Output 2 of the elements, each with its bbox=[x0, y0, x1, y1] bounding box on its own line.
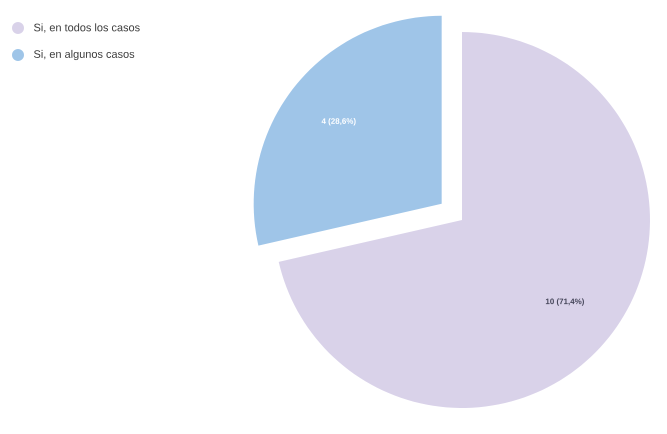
legend-label: Si, en todos los casos bbox=[34, 23, 140, 33]
legend-label: Si, en algunos casos bbox=[34, 50, 134, 60]
